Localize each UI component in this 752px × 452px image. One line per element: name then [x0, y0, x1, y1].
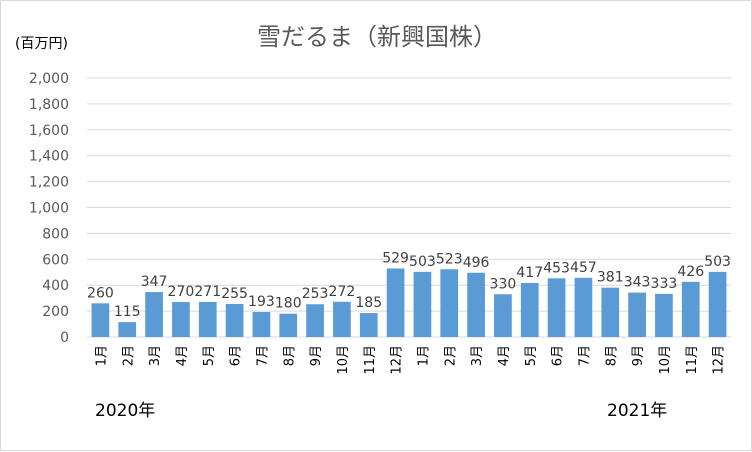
bar — [708, 271, 727, 337]
x-tick-label: 11月 — [363, 345, 378, 375]
data-label: 253 — [302, 286, 329, 302]
data-label: 333 — [651, 276, 678, 292]
bar — [628, 292, 646, 337]
x-tick-label: 3月 — [470, 345, 485, 366]
data-label: 496 — [463, 255, 490, 271]
x-tick-label: 12月 — [712, 345, 727, 375]
x-tick-label: 8月 — [604, 345, 619, 366]
year-label-2020: 2020年 — [95, 401, 155, 421]
x-axis-ticks: 1月 2月 3月 4月 5月 6月 7月 8月 9月 10月 11月 12月 1月 2月 3月 4月 5月 6月 7… — [94, 345, 726, 375]
y-tick-label: 600 — [42, 252, 69, 268]
bar — [359, 313, 378, 337]
x-tick-label: 9月 — [631, 345, 646, 366]
bar — [306, 304, 324, 337]
data-label: 503 — [704, 254, 731, 270]
x-tick-label: 1月 — [94, 345, 109, 366]
data-label: 347 — [141, 274, 168, 290]
bar — [333, 301, 351, 337]
data-label: 271 — [194, 284, 221, 300]
x-tick-label: 7月 — [255, 345, 270, 366]
data-label: 381 — [597, 270, 624, 286]
x-tick-label: 1月 — [416, 345, 431, 366]
x-tick-label: 11月 — [685, 345, 700, 375]
bar — [574, 277, 593, 337]
data-label: 523 — [436, 251, 463, 267]
x-tick-label: 6月 — [551, 345, 566, 366]
data-label: 453 — [543, 260, 570, 276]
y-tick-label: 1,000 — [29, 201, 69, 217]
bar — [413, 271, 432, 337]
bar — [520, 282, 539, 337]
gridlines — [87, 77, 731, 338]
x-tick-label: 8月 — [282, 345, 297, 366]
year-label-2021: 2021年 — [607, 401, 667, 421]
y-tick-label: 2,000 — [29, 71, 69, 87]
y-axis-unit-label: (百万円) — [15, 36, 68, 52]
data-label: 503 — [409, 254, 436, 270]
data-label: 343 — [624, 275, 651, 291]
x-tick-label: 3月 — [148, 345, 163, 366]
bar — [547, 278, 566, 337]
y-tick-label: 1,200 — [29, 175, 69, 191]
chart-title: 雪だるま（新興国株） — [257, 23, 497, 51]
data-label: 180 — [275, 296, 302, 312]
bar — [601, 287, 620, 337]
data-label: 417 — [516, 265, 543, 281]
x-tick-label: 2月 — [443, 345, 458, 366]
bar — [494, 294, 512, 337]
bars — [91, 268, 727, 337]
bar — [440, 269, 459, 337]
x-tick-label: 12月 — [390, 345, 405, 375]
x-tick-label: 4月 — [175, 345, 190, 366]
x-tick-label: 5月 — [202, 345, 217, 366]
data-label: 457 — [570, 260, 597, 276]
bar — [91, 303, 110, 337]
x-tick-label: 2月 — [121, 345, 136, 366]
bar — [225, 303, 244, 337]
data-label: 426 — [677, 264, 704, 280]
bar — [655, 293, 673, 337]
x-tick-label: 10月 — [658, 345, 673, 375]
data-label: 529 — [382, 250, 409, 266]
data-label: 193 — [248, 294, 275, 310]
y-axis-ticks: 0 200 400 600 800 1,000 1,200 1,400 1,600 1,800 2,… — [29, 71, 69, 346]
bar — [279, 313, 298, 337]
data-label: 185 — [355, 295, 382, 311]
y-tick-label: 1,800 — [29, 97, 69, 113]
data-label: 272 — [329, 284, 356, 300]
y-tick-label: 800 — [42, 226, 69, 242]
data-label: 260 — [87, 285, 114, 301]
x-tick-label: 7月 — [577, 345, 592, 366]
bar — [198, 301, 217, 337]
y-tick-label: 200 — [42, 304, 69, 320]
x-tick-label: 10月 — [336, 345, 351, 375]
x-tick-label: 9月 — [309, 345, 324, 366]
y-tick-label: 0 — [60, 330, 69, 346]
data-label: 255 — [221, 286, 248, 302]
bar — [386, 268, 405, 337]
bar — [681, 281, 700, 337]
bar — [467, 272, 485, 337]
data-label: 115 — [114, 304, 141, 320]
x-tick-label: 4月 — [497, 345, 512, 366]
data-label: 330 — [490, 276, 517, 292]
bar — [145, 292, 163, 337]
data-label: 270 — [168, 284, 195, 300]
x-tick-label: 6月 — [229, 345, 244, 366]
y-tick-label: 1,600 — [29, 123, 69, 139]
bar — [252, 312, 271, 337]
bar — [172, 302, 190, 337]
y-tick-label: 1,400 — [29, 149, 69, 165]
y-tick-label: 400 — [42, 278, 69, 294]
x-tick-label: 5月 — [524, 345, 539, 366]
bar — [118, 322, 137, 337]
